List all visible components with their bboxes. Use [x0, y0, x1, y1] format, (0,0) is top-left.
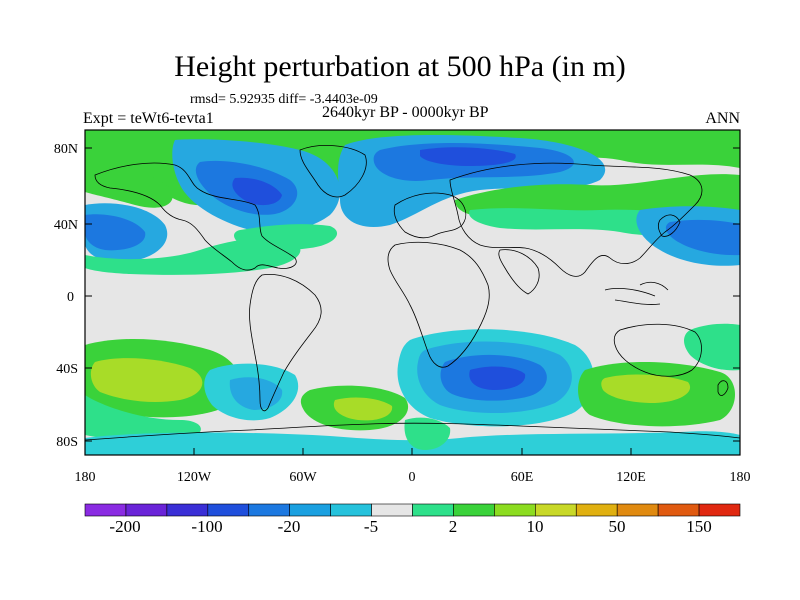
nw-pacific-green: [85, 167, 173, 208]
south-indian-yellow: [601, 374, 691, 403]
new-zealand-coast: [717, 380, 729, 396]
na-deep-blue-center: [232, 177, 282, 206]
lon-tick-label: 180: [730, 470, 751, 485]
south-america-coast: [249, 273, 322, 412]
lon-tick-label: 60E: [511, 470, 534, 485]
south-atlantic-yellow: [333, 397, 393, 421]
coastlines: [85, 145, 740, 441]
lon-tick-label: 180: [75, 470, 96, 485]
australia-coast: [613, 323, 702, 377]
lat-tick-label: 0: [67, 290, 74, 305]
colorbar-swatch: [535, 503, 577, 517]
lat-tick-label: 40N: [54, 218, 78, 233]
south-pacific-yellow: [90, 358, 203, 403]
colorbar-swatch: [575, 503, 618, 517]
colorbar-swatch: [453, 503, 495, 517]
colorbar-label: 50: [609, 517, 626, 536]
colorbar: [84, 503, 741, 517]
colorbar-swatch: [657, 503, 700, 517]
colorbar-label: -100: [191, 517, 222, 536]
se-asia-islands: [604, 281, 669, 305]
colorbar-swatch: [125, 503, 168, 517]
lat-tick-label: 80N: [54, 142, 78, 157]
lon-tick-label: 60W: [289, 470, 317, 485]
subtropical-teal-north: [85, 238, 301, 275]
colorbar-swatch: [289, 503, 331, 517]
height-field: [85, 130, 740, 455]
antarctica-coast: [85, 422, 740, 441]
asia-coast: [449, 162, 703, 277]
north-america-coast: [94, 162, 297, 271]
latitude-axis: 80N 40N 0 40S 80S: [54, 142, 740, 450]
eurasia-deep-core: [420, 147, 516, 166]
europe-coast: [393, 192, 467, 239]
colorbar-swatch: [371, 503, 413, 517]
colorbar-label: -5: [364, 517, 378, 536]
lon-tick-label: 120E: [616, 470, 646, 485]
south-america-blue: [229, 377, 283, 410]
colorbar-swatch: [84, 503, 127, 517]
south-pacific-teal-west: [85, 395, 201, 443]
period-label: 2640kyr BP - 0000kyr BP: [322, 104, 489, 121]
japan-coast: [657, 214, 681, 237]
indian-ocean-low-core: [469, 366, 526, 390]
colorbar-swatch: [166, 503, 209, 517]
experiment-label: Expt = teWt6-tevta1: [83, 110, 214, 127]
colorbar-swatch: [698, 503, 741, 517]
colorbar-labels: -200 -100 -20 -5 2 10 50 150: [109, 517, 711, 536]
colorbar-label: 2: [449, 517, 458, 536]
colorbar-swatch: [412, 503, 454, 517]
colorbar-label: -20: [278, 517, 301, 536]
longitude-axis: 180 120W 60W 0 60E 120E 180: [75, 448, 751, 485]
colorbar-swatch: [616, 503, 659, 517]
colorbar-label: -200: [109, 517, 140, 536]
season-label: ANN: [705, 110, 740, 127]
plot-title: Height perturbation at 500 hPa (in m): [174, 50, 626, 83]
stats-line: rmsd= 5.92935 diff= -3.4403e-09: [190, 92, 378, 107]
colorbar-swatch: [207, 503, 250, 517]
lat-tick-label: 40S: [56, 362, 78, 377]
africa-coast: [387, 241, 490, 368]
colorbar-label: 150: [686, 517, 712, 536]
lon-tick-label: 120W: [177, 470, 212, 485]
central-atlantic-teal: [234, 224, 338, 251]
greenland-coast: [299, 145, 367, 198]
colorbar-swatch: [248, 503, 290, 517]
lon-tick-label: 0: [409, 470, 416, 485]
colorbar-swatch: [330, 503, 372, 517]
india-coast: [498, 249, 540, 295]
west-pacific-blue-core: [85, 214, 146, 251]
east-pacific-blue-core: [665, 219, 740, 256]
colorbar-label: 10: [527, 517, 544, 536]
lat-tick-label: 80S: [56, 435, 78, 450]
colorbar-swatch: [494, 503, 536, 517]
antarctic-teal-patch: [404, 417, 451, 450]
